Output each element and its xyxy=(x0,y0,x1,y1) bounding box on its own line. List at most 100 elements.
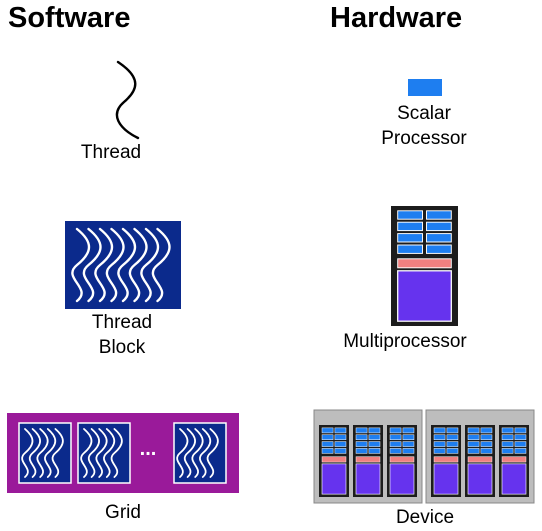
scalar-processor-cell xyxy=(467,448,480,454)
scalar-processor-cell xyxy=(501,427,514,434)
multiprocessor-label: Multiprocessor xyxy=(343,331,467,352)
thread-wave xyxy=(110,428,123,478)
thread-wave xyxy=(206,428,219,478)
thread-wave xyxy=(44,428,57,478)
scalar-processor-cell xyxy=(467,434,480,440)
scalar-processor-cell xyxy=(397,210,423,220)
scalar-processor-cell xyxy=(446,427,459,434)
thread-wave xyxy=(94,227,114,303)
scalar-processor-cell xyxy=(514,441,527,447)
thread-wave xyxy=(36,428,49,478)
thread-block-icon xyxy=(65,221,181,309)
thread-label: Thread xyxy=(80,142,142,163)
scalar-processor-cell xyxy=(389,427,402,434)
scalar-processor-cell xyxy=(321,441,334,447)
grid-icon xyxy=(7,413,239,493)
device-half xyxy=(425,409,535,504)
thread-wave xyxy=(176,428,189,478)
scalar-processor-cell xyxy=(321,448,334,454)
scalar-processor-cell xyxy=(334,434,347,440)
scalar-processor-cell xyxy=(368,448,381,454)
scalar-processor-label-line1: Scalar xyxy=(397,103,451,124)
multiprocessor-icon xyxy=(391,206,458,326)
scalar-processor-cell xyxy=(433,427,446,434)
scalar-processor-cell xyxy=(433,441,446,447)
scalar-processor-cell xyxy=(334,448,347,454)
thread-wave xyxy=(105,227,125,303)
multiprocessor-unit xyxy=(499,425,529,497)
scalar-processor-cell xyxy=(402,427,415,434)
multiprocessor-unit xyxy=(319,425,349,497)
thread-block-label-line1: Thread xyxy=(91,312,153,333)
thread-wave xyxy=(87,428,100,478)
software-heading: Software xyxy=(8,2,131,34)
scalar-processor-cell xyxy=(389,434,402,440)
scalar-processor-cell xyxy=(355,434,368,440)
thread-wave xyxy=(151,227,171,303)
grid-thread-block xyxy=(173,422,227,484)
multiprocessor-unit xyxy=(465,425,495,497)
thread-wave xyxy=(199,428,212,478)
scalar-processor-cell xyxy=(368,427,381,434)
scalar-processor-cell xyxy=(514,448,527,454)
scalar-processor-cell xyxy=(467,427,480,434)
multiprocessor-unit xyxy=(353,425,383,497)
scalar-processor-cell xyxy=(514,427,527,434)
thread-wave xyxy=(117,227,137,303)
scalar-processor-cell xyxy=(397,233,423,243)
scalar-processor-cell xyxy=(321,434,334,440)
thread-wave xyxy=(183,428,196,478)
scalar-processor-cell xyxy=(446,434,459,440)
scalar-processor-icon xyxy=(408,79,442,96)
multiprocessor-unit xyxy=(431,425,461,497)
thread-wave xyxy=(95,428,108,478)
scalar-processor-cell xyxy=(426,244,452,254)
device-half xyxy=(313,409,423,504)
scalar-processor-cell xyxy=(397,244,423,254)
scalar-processor-cell xyxy=(480,427,493,434)
scalar-processor-cell xyxy=(397,221,423,232)
scalar-processor-cell xyxy=(355,448,368,454)
scalar-processor-cell xyxy=(426,210,452,220)
thread-wave xyxy=(71,227,91,303)
scalar-processor-cell xyxy=(480,441,493,447)
scalar-processor-cell xyxy=(389,441,402,447)
device-icon xyxy=(313,409,535,504)
thread-wave xyxy=(80,428,93,478)
scalar-processor-cell xyxy=(501,441,514,447)
scalar-processor-cell xyxy=(368,434,381,440)
scalar-processor-cell xyxy=(334,427,347,434)
scalar-processor-label-line2: Processor xyxy=(381,128,467,149)
thread-wave xyxy=(21,428,34,478)
thread-wave xyxy=(140,227,160,303)
thread-wave xyxy=(103,428,116,478)
scalar-processor-cell xyxy=(501,434,514,440)
grid-thread-block xyxy=(18,422,72,484)
thread-wave xyxy=(191,428,204,478)
scalar-processor-cell xyxy=(355,441,368,447)
scalar-processor-cell xyxy=(433,448,446,454)
multiprocessor-unit xyxy=(387,425,417,497)
thread-block-label-line2: Block xyxy=(98,337,146,358)
device-label: Device xyxy=(395,507,455,528)
scalar-processor-cell xyxy=(446,448,459,454)
thread-wave xyxy=(128,227,148,303)
scalar-processor-cell xyxy=(514,434,527,440)
thread-wave xyxy=(82,227,102,303)
scalar-processor-cell xyxy=(402,448,415,454)
scalar-processor-cell xyxy=(480,434,493,440)
thread-wave xyxy=(51,428,64,478)
scalar-processor-cell xyxy=(501,448,514,454)
grid-thread-block xyxy=(77,422,131,484)
scalar-processor-cell xyxy=(321,427,334,434)
thread-icon xyxy=(115,60,140,140)
scalar-processor-cell xyxy=(480,448,493,454)
scalar-processor-cell xyxy=(402,441,415,447)
scalar-processor-cell xyxy=(426,221,452,232)
multiprocessor-unit xyxy=(391,206,458,326)
scalar-processor-cell xyxy=(368,441,381,447)
scalar-processor-cell xyxy=(433,434,446,440)
scalar-processor-cell xyxy=(355,427,368,434)
scalar-processor-cell xyxy=(334,441,347,447)
scalar-processor-cell xyxy=(467,441,480,447)
